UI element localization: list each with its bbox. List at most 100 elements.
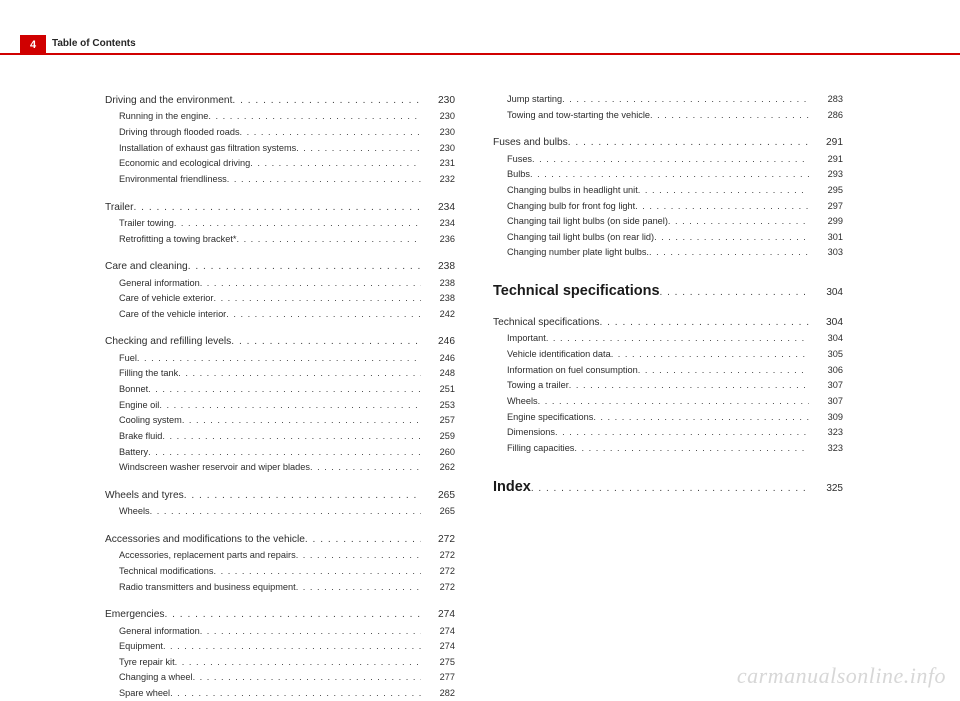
toc-page-number: 275 [421, 655, 455, 671]
toc-entry-row: Changing bulb for front fog light . . . … [493, 199, 843, 215]
toc-page-number: 303 [809, 245, 843, 261]
toc-entry-label: Trailer towing [119, 216, 174, 232]
toc-section-title: Fuses and bulbs [493, 134, 568, 151]
toc-section-row: Technical specifications . . . . . . . .… [493, 314, 843, 331]
toc-page-number: 242 [421, 307, 455, 323]
toc-entry-label: General information [119, 276, 200, 292]
page: 4 Table of Contents Driving and the envi… [0, 0, 960, 701]
toc-entry-row: Running in the engine . . . . . . . . . … [105, 109, 455, 125]
toc-section-title: Trailer [105, 199, 134, 216]
toc-page-number: 274 [421, 606, 455, 623]
toc-section-row: Checking and refilling levels . . . . . … [105, 333, 455, 350]
toc-page-number: 295 [809, 183, 843, 199]
toc-entry-label: Battery [119, 445, 148, 461]
toc-chapter-row: Technical specifications . . . . . . . .… [493, 283, 843, 299]
toc-entry-row: Care of the vehicle interior . . . . . .… [105, 307, 455, 323]
toc-section: Checking and refilling levels . . . . . … [105, 333, 455, 475]
toc-entry-row: General information . . . . . . . . . . … [105, 276, 455, 292]
toc-page-number: 286 [809, 108, 843, 124]
toc-entry-label: Care of vehicle exterior [119, 291, 213, 307]
toc-page-number: 299 [809, 214, 843, 230]
toc-entry-label: Jump starting [507, 92, 562, 108]
toc-entry-label: Changing bulb for front fog light [507, 199, 635, 215]
toc-page-number: 246 [421, 351, 455, 367]
toc-page-number: 234 [421, 199, 455, 216]
leader-dots: . . . . . . . . . . . . . . . . . . . . … [148, 445, 421, 461]
toc-entry-row: Filling capacities . . . . . . . . . . .… [493, 441, 843, 457]
toc-page-number: 306 [809, 363, 843, 379]
toc-page-number: 304 [809, 331, 843, 347]
toc-entry-row: Fuel . . . . . . . . . . . . . . . . . .… [105, 351, 455, 367]
toc-page-number: 231 [421, 156, 455, 172]
toc-entry-row: Changing number plate light bulbs. . . .… [493, 245, 843, 261]
watermark: carmanualsonline.info [737, 663, 946, 689]
toc-chapter-title: Technical specifications [493, 283, 660, 299]
toc-page-number: 293 [809, 167, 843, 183]
toc-section-title: Emergencies [105, 606, 164, 623]
toc-entry-row: Fuses . . . . . . . . . . . . . . . . . … [493, 152, 843, 168]
leader-dots: . . . . . . . . . . . . . . . . . . . . … [305, 531, 421, 548]
leader-dots: . . . . . . . . . . . . . . . . . . . . … [546, 331, 809, 347]
toc-entry-row: Engine oil . . . . . . . . . . . . . . .… [105, 398, 455, 414]
toc-entry-row: Bulbs . . . . . . . . . . . . . . . . . … [493, 167, 843, 183]
toc-entry-label: Information on fuel consumption [507, 363, 638, 379]
toc-entry-label: Driving through flooded roads [119, 125, 240, 141]
toc-page-number: 246 [421, 333, 455, 350]
toc-section-row: Accessories and modifications to the veh… [105, 531, 455, 548]
toc-section-title: Technical specifications [493, 314, 599, 331]
leader-dots: . . . . . . . . . . . . . . . . . . . . … [638, 363, 809, 379]
toc-section: Accessories and modifications to the veh… [105, 531, 455, 595]
leader-dots: . . . . . . . . . . . . . . . . . . . . … [236, 232, 421, 248]
toc-entry-label: Towing a trailer [507, 378, 569, 394]
toc-entry-label: Accessories, replacement parts and repai… [119, 548, 296, 564]
toc-section: Wheels and tyres . . . . . . . . . . . .… [105, 487, 455, 520]
toc-entry-row: Changing tail light bulbs (on side panel… [493, 214, 843, 230]
toc-entry-row: Jump starting . . . . . . . . . . . . . … [493, 92, 843, 108]
toc-section-row: Emergencies . . . . . . . . . . . . . . … [105, 606, 455, 623]
toc-page-number: 307 [809, 378, 843, 394]
leader-dots: . . . . . . . . . . . . . . . . . . . . … [593, 410, 809, 426]
page-number-badge: 4 [20, 35, 46, 55]
toc-page-number: 230 [421, 92, 455, 109]
leader-dots: . . . . . . . . . . . . . . . . . . . . … [569, 378, 809, 394]
leader-dots: . . . . . . . . . . . . . . . . . . . . … [660, 287, 809, 298]
toc-entry-row: Filling the tank . . . . . . . . . . . .… [105, 366, 455, 382]
toc-entry-label: Vehicle identification data [507, 347, 611, 363]
toc-entry-label: Economic and ecological driving [119, 156, 250, 172]
toc-page-number: 309 [809, 410, 843, 426]
leader-dots: . . . . . . . . . . . . . . . . . . . . … [213, 291, 421, 307]
toc-entry-row: Trailer towing . . . . . . . . . . . . .… [105, 216, 455, 232]
leader-dots: . . . . . . . . . . . . . . . . . . . . … [296, 580, 421, 596]
toc-section: Fuses and bulbs . . . . . . . . . . . . … [493, 134, 843, 261]
leader-dots: . . . . . . . . . . . . . . . . . . . . … [310, 460, 421, 476]
toc-page-number: 305 [809, 347, 843, 363]
toc-page-number: 297 [809, 199, 843, 215]
toc-page-number: 257 [421, 413, 455, 429]
leader-dots: . . . . . . . . . . . . . . . . . . . . … [174, 216, 421, 232]
leader-dots: . . . . . . . . . . . . . . . . . . . . … [232, 92, 421, 109]
toc-page-number: 301 [809, 230, 843, 246]
toc-entry-row: Tyre repair kit . . . . . . . . . . . . … [105, 655, 455, 671]
toc-entry-label: Bonnet [119, 382, 148, 398]
toc-page-number: 307 [809, 394, 843, 410]
leader-dots: . . . . . . . . . . . . . . . . . . . . … [532, 152, 809, 168]
leader-dots: . . . . . . . . . . . . . . . . . . . . … [200, 624, 421, 640]
toc-section: Emergencies . . . . . . . . . . . . . . … [105, 606, 455, 701]
leader-dots: . . . . . . . . . . . . . . . . . . . . … [178, 366, 421, 382]
toc-page-number: 234 [421, 216, 455, 232]
leader-dots: . . . . . . . . . . . . . . . . . . . . … [159, 398, 421, 414]
leader-dots: . . . . . . . . . . . . . . . . . . . . … [175, 655, 421, 671]
toc-page-number: 230 [421, 141, 455, 157]
toc-entry-label: Engine oil [119, 398, 159, 414]
toc-page-number: 274 [421, 639, 455, 655]
leader-dots: . . . . . . . . . . . . . . . . . . . . … [231, 333, 421, 350]
leader-dots: . . . . . . . . . . . . . . . . . . . . … [240, 125, 421, 141]
leader-dots: . . . . . . . . . . . . . . . . . . . . … [574, 441, 809, 457]
leader-dots: . . . . . . . . . . . . . . . . . . . . … [562, 92, 809, 108]
toc-page-number: 259 [421, 429, 455, 445]
toc-entry-label: Radio transmitters and business equipmen… [119, 580, 296, 596]
toc-entry-label: Environmental friendliness [119, 172, 227, 188]
toc-entry-row: Cooling system . . . . . . . . . . . . .… [105, 413, 455, 429]
toc-entry-label: Running in the engine [119, 109, 208, 125]
toc-entry-row: Technical modifications . . . . . . . . … [105, 564, 455, 580]
